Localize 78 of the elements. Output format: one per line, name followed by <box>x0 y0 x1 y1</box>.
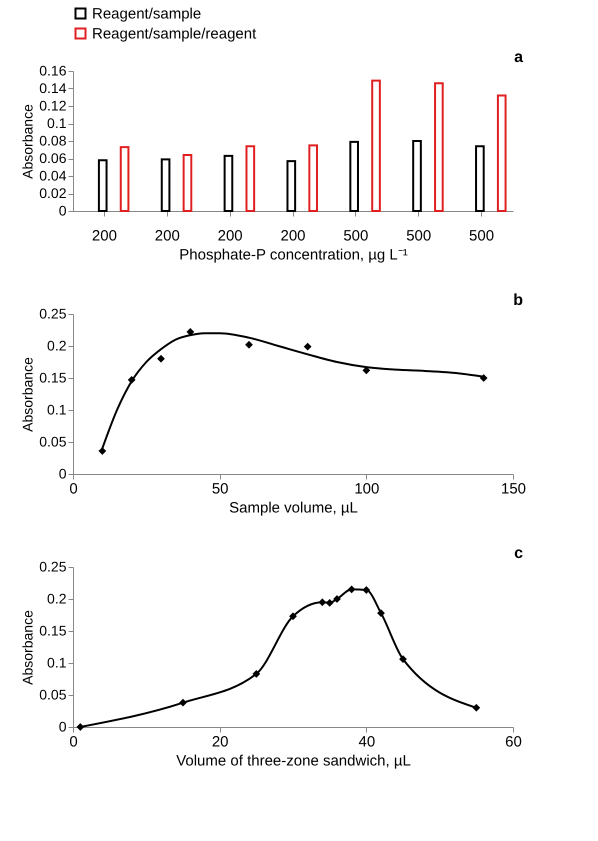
bar <box>120 146 130 212</box>
x-tick-label: 0 <box>69 480 78 498</box>
y-tick-label: 0.08 <box>39 132 67 148</box>
y-tick-label: 0 <box>58 202 67 218</box>
y-axis-title: Absorbance <box>19 104 36 179</box>
y-tick-label: 0.1 <box>47 654 67 670</box>
point <box>472 704 480 712</box>
y-tick-label: 0.15 <box>39 622 67 638</box>
y-tick-label: 0.05 <box>39 434 67 450</box>
bar <box>160 158 170 212</box>
y-tick-label: 0.2 <box>47 338 67 354</box>
bar <box>224 154 234 212</box>
bar <box>182 154 192 212</box>
bar <box>98 159 108 212</box>
y-tick-label: 0.1 <box>47 402 67 418</box>
y-tick-label: 0 <box>58 466 67 482</box>
x-tick-label: 200 <box>280 228 306 244</box>
x-tick-label: 200 <box>92 228 117 244</box>
point <box>318 598 326 606</box>
y-tick-label: 0.25 <box>39 558 67 574</box>
x-axis-title: Volume of three-zone sandwich, µL <box>176 752 411 770</box>
bar <box>496 94 507 212</box>
y-tick-label: 0.25 <box>39 306 67 322</box>
point <box>333 595 341 603</box>
y-tick-label: 0.02 <box>39 185 67 201</box>
point <box>304 342 312 351</box>
x-tick-label: 50 <box>212 480 229 498</box>
y-tick-label: 0.14 <box>39 80 67 96</box>
point <box>480 374 488 382</box>
point <box>252 670 260 678</box>
legend-label: Reagent/sample/reagent <box>92 26 258 42</box>
x-axis-title: Phosphate-P concentration, µg L⁻¹ <box>179 246 408 264</box>
text: c <box>514 545 524 562</box>
bar <box>412 140 422 212</box>
point <box>348 586 356 594</box>
point <box>98 447 106 455</box>
y-axis-title: Absorbance <box>19 356 36 432</box>
x-tick-label: 100 <box>354 480 380 498</box>
y-tick-label: 0.06 <box>39 150 67 166</box>
text: b <box>513 292 524 309</box>
y-tick-label: 0.16 <box>39 62 67 78</box>
point <box>245 340 253 349</box>
x-tick-label: 500 <box>343 228 368 244</box>
point <box>326 598 334 607</box>
bar <box>308 144 318 212</box>
x-axis-title: Sample volume, µL <box>229 500 358 516</box>
y-tick-label: 0.04 <box>39 168 67 184</box>
y-tick-label: 0.2 <box>47 590 67 606</box>
y-tick-label: 0 <box>58 718 67 734</box>
point <box>399 655 407 664</box>
point <box>377 609 385 617</box>
point <box>157 354 165 363</box>
point <box>76 723 84 731</box>
bar <box>245 145 256 212</box>
text: a <box>514 49 524 66</box>
bar <box>286 160 296 212</box>
x-tick-label: 200 <box>218 228 243 244</box>
bar <box>371 80 381 212</box>
point <box>179 698 187 707</box>
bar <box>434 82 444 212</box>
x-tick-label: 150 <box>500 480 526 498</box>
y-axis-title: Absorbance <box>19 610 36 685</box>
point <box>289 612 297 620</box>
x-tick-label: 200 <box>154 228 180 244</box>
legend-label: Reagent/sample <box>92 6 202 22</box>
bar <box>475 145 485 212</box>
x-tick-label: 60 <box>505 734 522 750</box>
x-tick-label: 0 <box>69 734 78 750</box>
y-tick-label: 0.05 <box>39 686 67 702</box>
x-tick-label: 500 <box>406 228 432 244</box>
y-tick-label: 0.1 <box>47 115 67 131</box>
x-tick-label: 40 <box>358 734 376 750</box>
y-tick-label: 0.15 <box>39 370 67 386</box>
bar <box>349 140 359 212</box>
point <box>362 586 370 594</box>
x-tick-label: 500 <box>469 228 494 244</box>
y-tick-label: 0.12 <box>39 98 67 114</box>
x-tick-label: 20 <box>212 734 229 750</box>
